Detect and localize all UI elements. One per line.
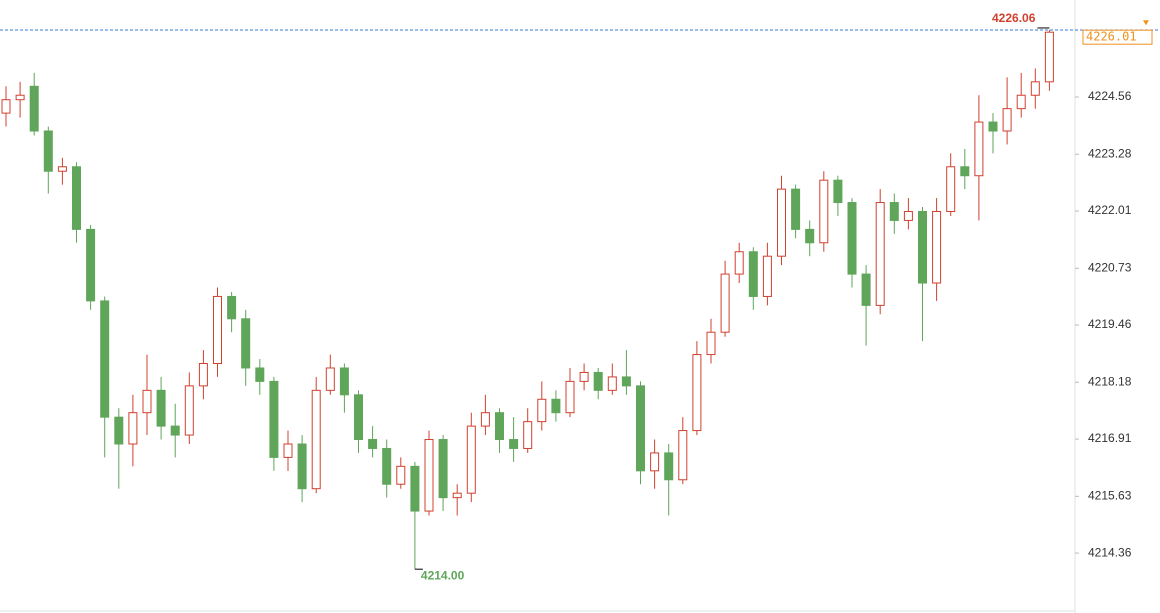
candle-body bbox=[43, 130, 53, 172]
candle-body bbox=[819, 179, 829, 244]
candle-body bbox=[495, 412, 504, 441]
candle-body bbox=[382, 447, 392, 485]
candle-body bbox=[720, 273, 730, 333]
candle-body bbox=[664, 452, 674, 481]
candle-body bbox=[452, 492, 462, 499]
candle-body bbox=[86, 228, 96, 302]
candle-body bbox=[636, 385, 645, 472]
candle-body bbox=[213, 295, 222, 365]
candle-body bbox=[932, 210, 942, 284]
y-tick-label: 4215.63 bbox=[1088, 488, 1132, 502]
candle-body bbox=[861, 273, 871, 306]
candle-body bbox=[128, 412, 138, 445]
candle-body bbox=[29, 85, 39, 132]
candle-body bbox=[1002, 108, 1012, 132]
candle-body bbox=[72, 166, 81, 230]
candle-body bbox=[142, 389, 152, 414]
low-label: 4214.00 bbox=[421, 568, 465, 582]
candle-body bbox=[368, 439, 378, 449]
candle-body bbox=[241, 318, 251, 369]
candle-body bbox=[692, 354, 702, 432]
last-price-label: 4226.01 bbox=[1086, 30, 1137, 44]
candle-body bbox=[297, 443, 307, 490]
candle-body bbox=[466, 425, 476, 494]
candle-body bbox=[734, 251, 744, 275]
candle-body bbox=[410, 465, 420, 512]
candle-body bbox=[480, 412, 490, 427]
candle-body bbox=[678, 430, 688, 481]
candle-body bbox=[903, 210, 913, 221]
candle-body bbox=[170, 425, 180, 436]
candle-body bbox=[593, 371, 603, 391]
candle-body bbox=[255, 367, 265, 382]
candle-body bbox=[57, 166, 67, 172]
candle-body bbox=[946, 166, 956, 212]
candle-body bbox=[523, 421, 533, 449]
candle-body bbox=[988, 121, 998, 132]
candle-body bbox=[100, 300, 110, 418]
candle-body bbox=[607, 376, 617, 391]
candle-body bbox=[424, 439, 434, 512]
candle-body bbox=[1044, 31, 1054, 83]
candle-body bbox=[396, 465, 406, 485]
candle-body bbox=[918, 210, 927, 284]
candle-body bbox=[354, 394, 363, 441]
candle-body bbox=[551, 398, 561, 414]
candle-body bbox=[777, 188, 786, 257]
candle-body bbox=[875, 202, 885, 306]
y-tick-label: 4214.36 bbox=[1088, 545, 1132, 559]
candle-body bbox=[325, 367, 335, 391]
last-price-box bbox=[1082, 29, 1153, 45]
candle-body bbox=[1, 99, 11, 114]
y-tick-label: 4220.73 bbox=[1088, 260, 1132, 274]
candle-body bbox=[889, 202, 899, 221]
candle-body bbox=[184, 385, 194, 436]
candle-body bbox=[269, 380, 279, 458]
candle-body bbox=[579, 371, 589, 382]
y-tick-label: 4218.18 bbox=[1088, 374, 1132, 388]
candle-body bbox=[114, 416, 124, 445]
candle-body bbox=[339, 367, 349, 396]
candle-body bbox=[974, 121, 984, 177]
last-price-arrow bbox=[1143, 20, 1149, 26]
candle-body bbox=[960, 166, 970, 177]
candle-body bbox=[156, 389, 166, 427]
candle-body bbox=[706, 331, 716, 356]
candle-body bbox=[15, 94, 25, 101]
high-label: 4226.06 bbox=[992, 11, 1036, 25]
candle-body bbox=[565, 380, 575, 414]
candle-body bbox=[537, 398, 547, 423]
y-tick-label: 4224.56 bbox=[1088, 89, 1132, 103]
candle-body bbox=[1016, 94, 1026, 110]
y-tick-label: 4222.01 bbox=[1088, 203, 1132, 217]
candle-body bbox=[198, 363, 208, 387]
candle-body bbox=[833, 179, 843, 204]
candle-body bbox=[509, 439, 519, 449]
candle-body bbox=[791, 188, 801, 230]
y-tick-label: 4219.46 bbox=[1088, 317, 1132, 331]
candle-body bbox=[1030, 81, 1040, 96]
candle-body bbox=[762, 255, 772, 297]
candle-body bbox=[227, 295, 237, 320]
candle-body bbox=[283, 443, 293, 458]
candle-body bbox=[650, 452, 660, 472]
candle-body bbox=[438, 439, 448, 499]
candle-body bbox=[311, 389, 321, 490]
candle-body bbox=[621, 376, 631, 387]
candle-body bbox=[847, 202, 857, 275]
candle-body bbox=[748, 251, 758, 297]
candle-body bbox=[805, 228, 815, 244]
y-tick-label: 4223.28 bbox=[1088, 146, 1132, 160]
y-tick-label: 4216.91 bbox=[1088, 431, 1132, 445]
